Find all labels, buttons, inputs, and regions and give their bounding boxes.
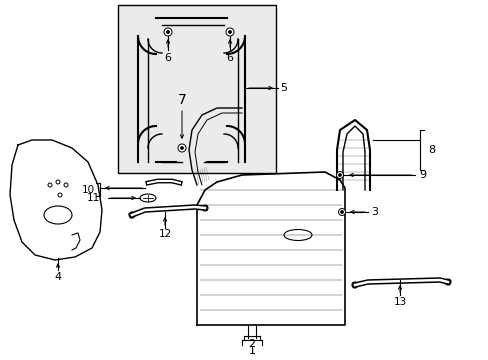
Text: 4: 4 (54, 272, 61, 282)
Text: 5: 5 (280, 83, 287, 93)
Text: 13: 13 (392, 297, 406, 307)
Text: 3: 3 (371, 207, 378, 217)
Text: 12: 12 (158, 229, 171, 239)
Circle shape (178, 144, 185, 152)
Text: 7: 7 (177, 93, 186, 107)
Text: 8: 8 (427, 145, 435, 155)
Circle shape (338, 174, 341, 176)
Circle shape (351, 282, 357, 288)
Circle shape (444, 279, 450, 285)
Circle shape (338, 208, 345, 216)
Circle shape (166, 31, 169, 33)
Circle shape (48, 183, 52, 187)
Text: 11: 11 (86, 193, 100, 203)
Circle shape (64, 183, 68, 187)
Text: 6: 6 (226, 53, 233, 63)
Circle shape (228, 31, 231, 33)
Text: 1: 1 (248, 346, 255, 356)
Circle shape (58, 193, 62, 197)
Text: 10: 10 (81, 185, 94, 195)
Bar (118, 5, 275, 173)
Ellipse shape (140, 194, 156, 202)
Text: 6: 6 (164, 53, 171, 63)
Circle shape (336, 171, 343, 179)
Text: 9: 9 (419, 170, 426, 180)
Circle shape (181, 147, 183, 149)
Circle shape (340, 211, 343, 213)
Circle shape (56, 180, 60, 184)
Circle shape (129, 212, 135, 218)
Circle shape (202, 205, 207, 211)
Circle shape (163, 28, 172, 36)
Circle shape (225, 28, 234, 36)
Text: 2: 2 (248, 339, 255, 349)
